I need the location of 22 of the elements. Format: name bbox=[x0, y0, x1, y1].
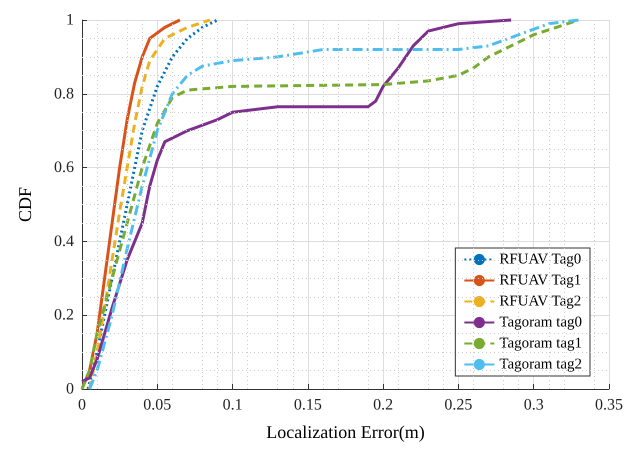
x-tick-label: 0.35 bbox=[595, 396, 623, 414]
legend-label: Tagoram tag2 bbox=[499, 356, 582, 372]
legend-label: RFUAV Tag2 bbox=[499, 294, 582, 310]
y-tick-label: 0.8 bbox=[54, 85, 74, 102]
legend-label: Tagoram tag0 bbox=[499, 314, 582, 330]
y-tick-label: 0 bbox=[66, 380, 74, 398]
y-tick-label: 0.6 bbox=[54, 159, 74, 176]
x-tick-label: 0 bbox=[78, 396, 86, 414]
y-tick-label: 1 bbox=[66, 12, 74, 28]
x-tick-label: 0.1 bbox=[222, 396, 243, 414]
x-tick-label: 0.2 bbox=[373, 396, 394, 414]
x-tick-label: 0.25 bbox=[444, 396, 472, 414]
legend-label: Tagoram tag1 bbox=[499, 336, 582, 352]
x-tick-label: 0.3 bbox=[524, 396, 544, 414]
legend-label: RFUAV Tag1 bbox=[499, 272, 582, 288]
x-axis-title: Localization Error(m) bbox=[266, 422, 425, 442]
x-tick-label: 0.05 bbox=[143, 396, 172, 414]
y-tick-label: 0.4 bbox=[54, 232, 74, 250]
legend-label: RFUAV Tag0 bbox=[499, 252, 582, 268]
x-tick-label: 0.15 bbox=[294, 396, 322, 414]
y-axis-title: CDF bbox=[15, 186, 35, 222]
y-tick-label: 0.2 bbox=[54, 306, 74, 324]
